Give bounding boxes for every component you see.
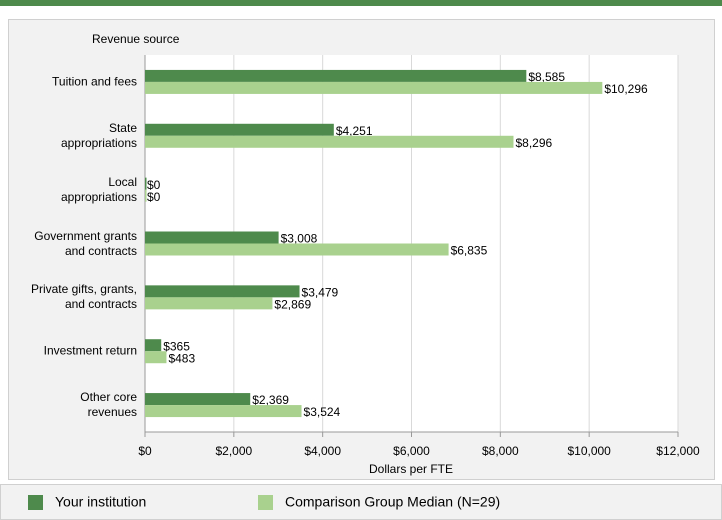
x-tick-label: $0 xyxy=(138,444,152,458)
y-tick-label: State appropriations xyxy=(60,120,137,150)
y-tick-label: Government grants and contracts xyxy=(34,228,137,258)
bar xyxy=(145,69,527,82)
x-axis-label: Dollars per FTE xyxy=(369,462,453,476)
axis-title: Revenue source xyxy=(92,32,180,46)
bar xyxy=(145,393,251,406)
value-label: $0 xyxy=(147,178,161,192)
legend-label: Your institution xyxy=(55,494,146,510)
legend-swatch xyxy=(258,495,273,510)
value-label: $2,369 xyxy=(252,393,289,407)
legend-frame xyxy=(0,484,722,520)
y-tick-label: Other core revenues xyxy=(80,390,137,420)
bar xyxy=(145,189,147,202)
legend-swatch xyxy=(28,495,43,510)
legend-label: Comparison Group Median (N=29) xyxy=(285,494,500,510)
x-tick-label: $10,000 xyxy=(567,444,611,458)
bar xyxy=(145,339,162,352)
y-tick-label: Private gifts, grants, and contracts xyxy=(30,282,137,312)
value-label: $2,869 xyxy=(274,298,311,312)
y-tick-label: Local appropriations xyxy=(60,174,137,204)
value-label: $3,479 xyxy=(302,286,339,300)
value-label: $6,835 xyxy=(451,244,488,258)
bar xyxy=(145,123,334,136)
value-label: $3,524 xyxy=(304,405,341,419)
bar xyxy=(145,135,514,148)
x-tick-label: $2,000 xyxy=(215,444,252,458)
bar xyxy=(145,351,167,364)
x-tick-label: $4,000 xyxy=(304,444,341,458)
bar xyxy=(145,405,302,418)
value-label: $3,008 xyxy=(281,232,318,246)
bar xyxy=(145,297,273,310)
x-tick-label: $8,000 xyxy=(482,444,519,458)
value-label: $483 xyxy=(168,351,195,365)
bar xyxy=(145,285,300,298)
bar xyxy=(145,243,449,256)
value-label: $8,585 xyxy=(528,70,565,84)
bar xyxy=(145,81,603,94)
x-tick-label: $6,000 xyxy=(393,444,430,458)
y-tick-label: Tuition and fees xyxy=(52,74,137,89)
value-label: $4,251 xyxy=(336,124,373,138)
value-label: $8,296 xyxy=(515,136,552,150)
bar xyxy=(145,231,279,244)
value-label: $0 xyxy=(147,190,161,204)
value-label: $365 xyxy=(163,339,190,353)
bar xyxy=(145,177,147,190)
x-tick-label: $12,000 xyxy=(656,444,700,458)
top-band xyxy=(0,0,722,6)
value-label: $10,296 xyxy=(604,82,648,96)
y-tick-label: Investment return xyxy=(43,343,137,358)
